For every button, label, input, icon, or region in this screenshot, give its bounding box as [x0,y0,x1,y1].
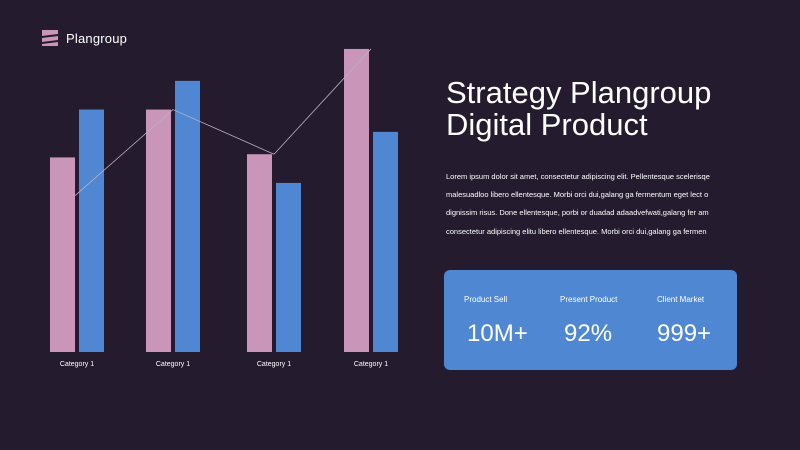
bar-series1-cat4 [344,48,369,352]
description-line-2: malesuadloo libero ellentesque. Morbi or… [446,190,709,200]
stat-label: Present Product [560,295,618,304]
bar-series2-cat4 [373,131,398,352]
bar-series2-cat2 [175,80,200,352]
stat-label: Product Sell [464,295,508,304]
logo-stripes-icon [42,30,58,46]
trend-line-segment [273,48,372,155]
x-tick-label: Category 1 [60,361,94,368]
description-line-1: Lorem ipsum dolor sit amet, consectetur … [446,172,710,181]
x-tick-label: Category 1 [354,361,388,368]
stats-card: Product Sell 10M+ Present Product 92% Cl… [444,270,737,370]
page-title: Strategy Plangroup Digital Product [446,77,776,141]
stat-label: Client Market [657,295,705,304]
trend-line-segment [172,109,275,155]
stat-value: 10M+ [467,320,528,347]
stat-value: 92% [564,320,613,347]
bar-series2-cat1 [79,109,104,352]
x-tick-label: Category 1 [257,361,291,368]
description-line-3: dignissim risus. Done ellentesque, porbi… [446,208,709,218]
description-line-4: consectetur adipiscing elitu libero elle… [446,226,707,236]
x-tick-label: Category 1 [156,361,190,368]
title-line-2: Digital Product [446,107,648,142]
description-paragraph: Lorem ipsum dolor sit amet, consectetur … [446,168,746,241]
trend-line-segment [74,109,174,196]
brand-logo: Plangroup [40,28,127,48]
bar-series1-cat3 [247,154,272,352]
bar-series1-cat1 [50,157,75,352]
bar-chart: Category 1 Category 1 Category 1 Category 1 [50,48,398,368]
bar-series2-cat3 [276,182,301,352]
brand-name: Plangroup [66,30,128,46]
stat-value: 999+ [657,320,712,347]
bar-series1-cat2 [146,109,171,352]
title-line-1: Strategy Plangroup [446,75,712,110]
